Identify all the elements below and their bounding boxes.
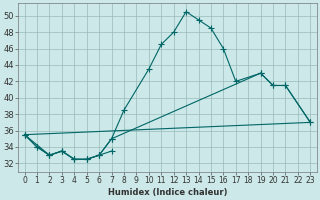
X-axis label: Humidex (Indice chaleur): Humidex (Indice chaleur) bbox=[108, 188, 227, 197]
